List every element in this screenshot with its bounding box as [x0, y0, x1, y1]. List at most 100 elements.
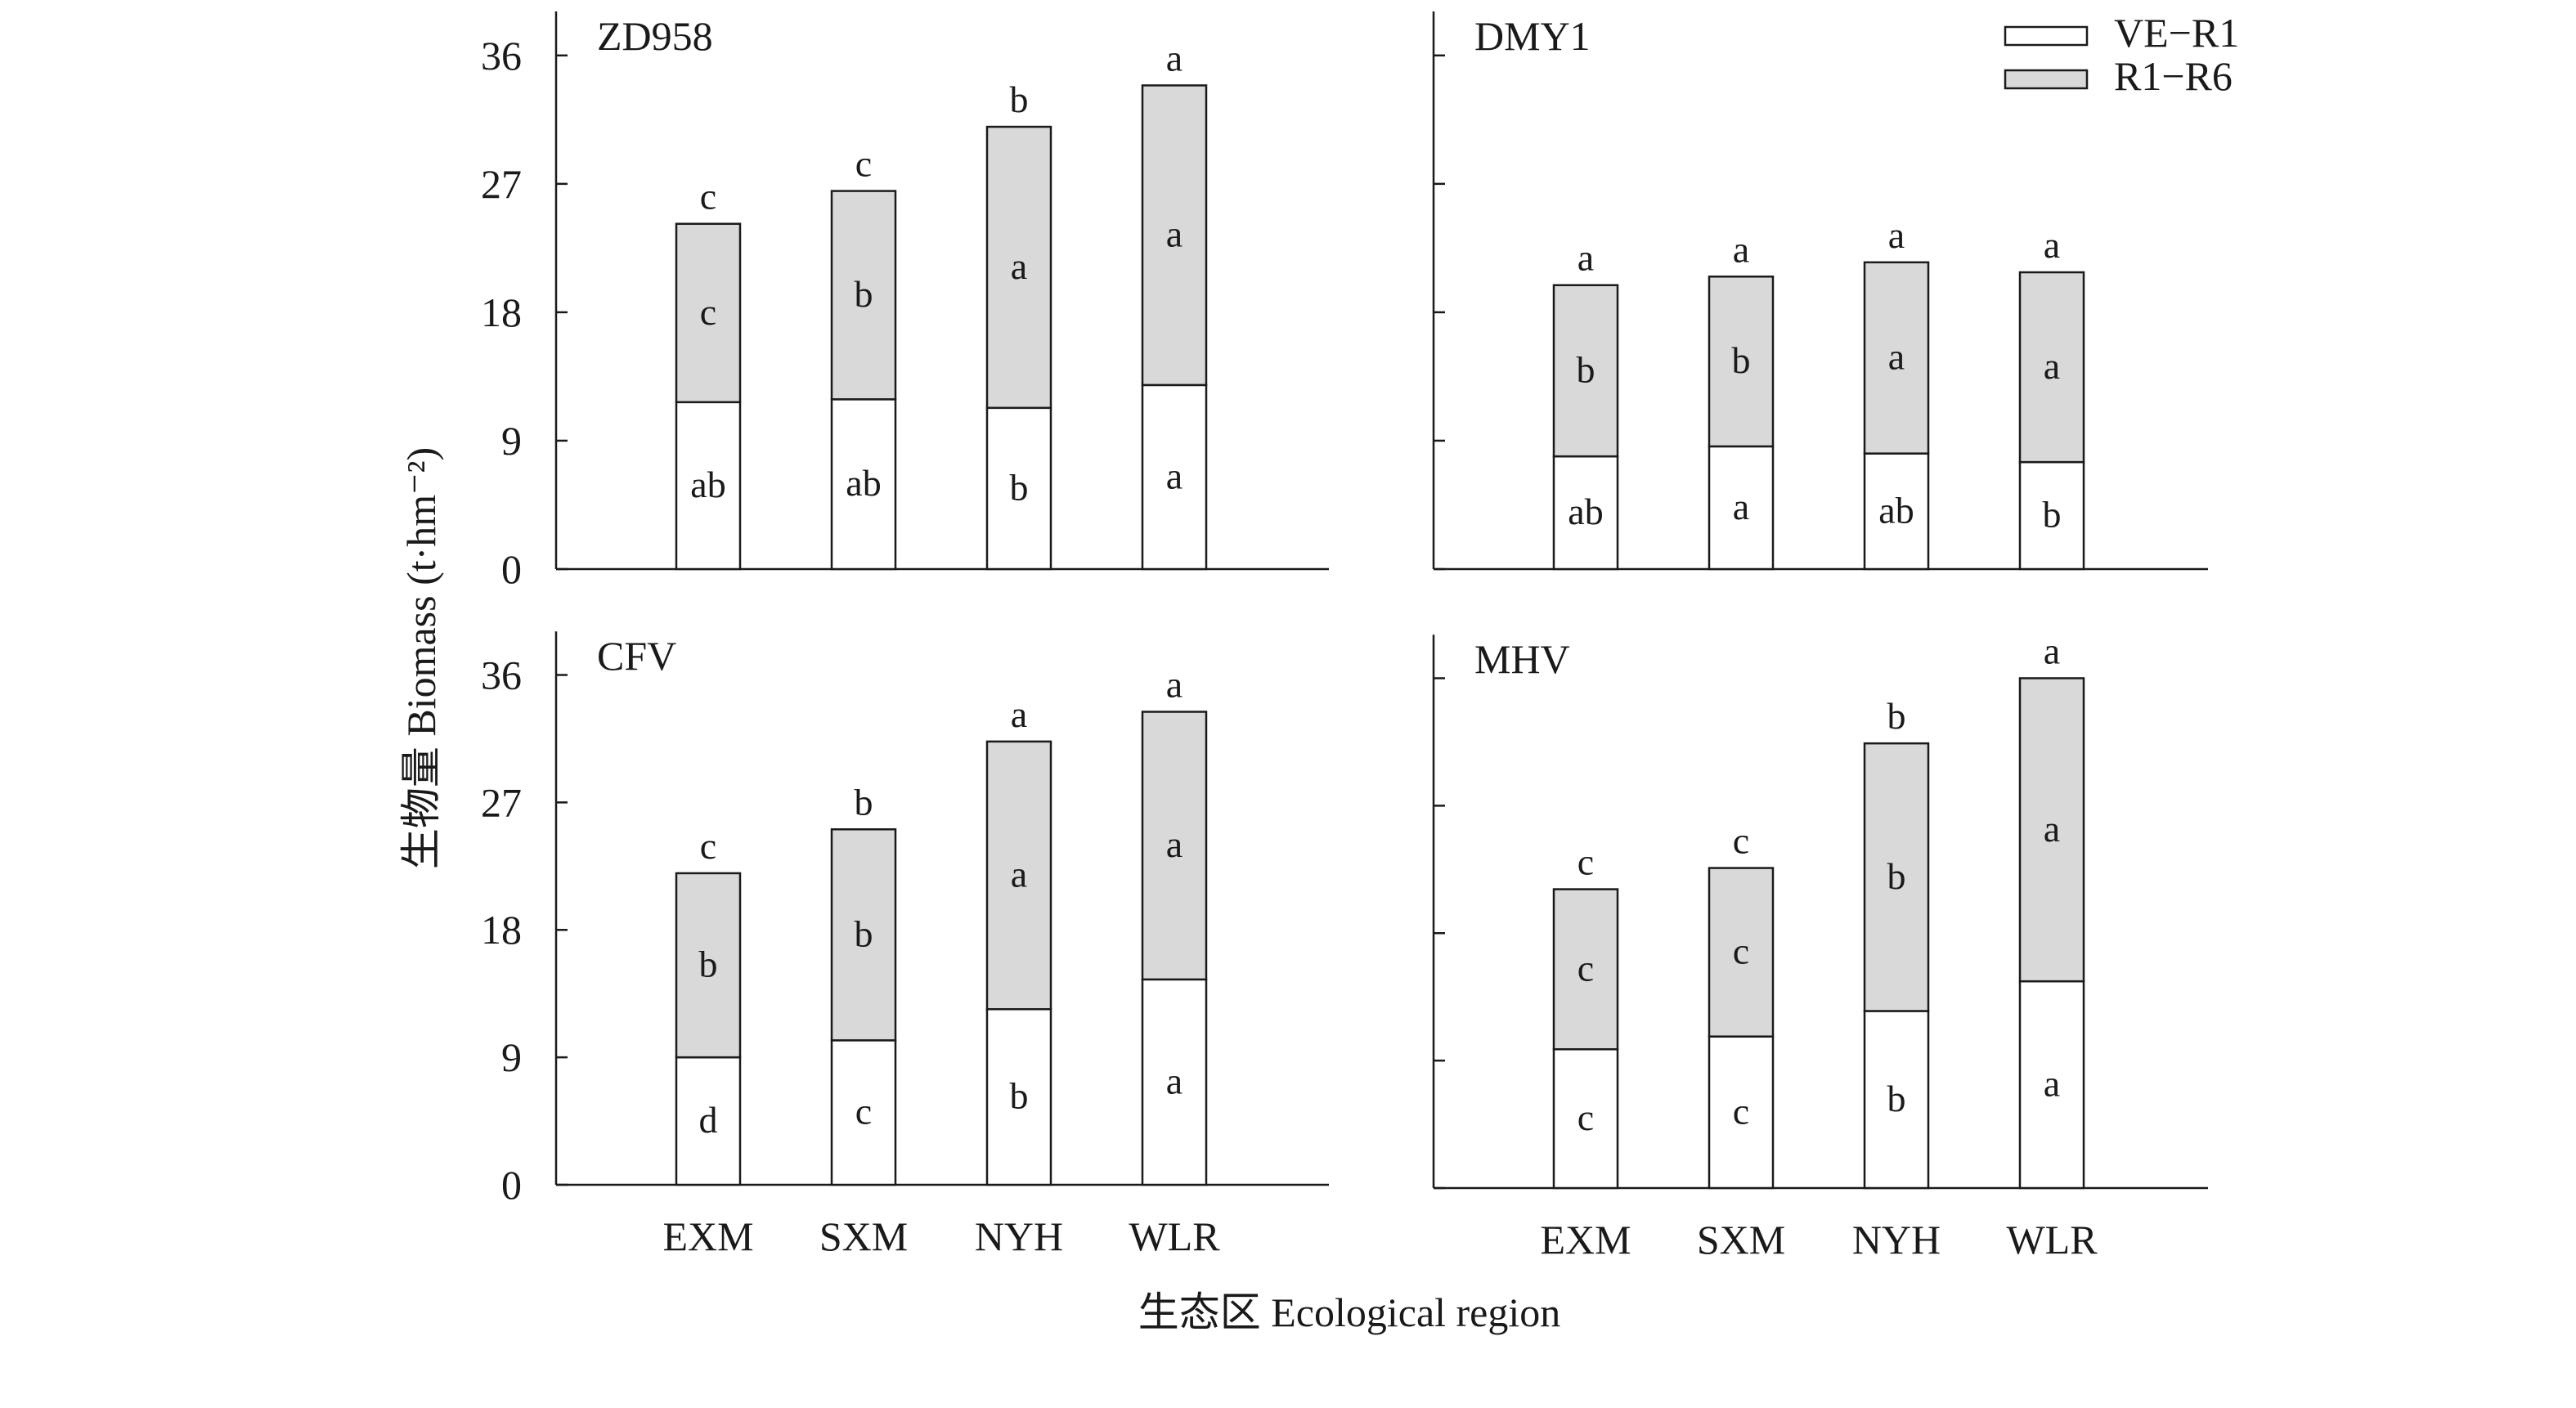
- bar-stack-exm: ab b a: [1552, 237, 1619, 571]
- panel-title: DMY1: [1474, 13, 1591, 59]
- bar-segment-ve-r1: [1552, 455, 1619, 571]
- x-category-label: WLR: [2006, 1217, 2098, 1262]
- total-significance-label: a: [2044, 224, 2060, 266]
- panel-mhv: MHV c c c EXM c c c SXM b b b NYH a a a WLR: [1432, 630, 2208, 1262]
- y-tick-label: 0: [501, 1162, 522, 1208]
- bar-segment-ve-r1: [1863, 452, 1930, 571]
- ve-r1-significance-label: b: [1010, 1075, 1029, 1117]
- ve-r1-significance-label: a: [1166, 1060, 1183, 1101]
- ve-r1-significance-label: ab: [1568, 491, 1603, 532]
- total-significance-label: a: [1166, 664, 1183, 706]
- x-category-label: EXM: [1540, 1217, 1631, 1262]
- total-significance-label: a: [1733, 228, 1749, 270]
- ve-r1-significance-label: d: [699, 1099, 718, 1141]
- legend-item-r1-r6: R1−R6: [2004, 53, 2233, 99]
- bar-segment-ve-r1: [1552, 1048, 1619, 1190]
- r1-r6-significance-label: a: [1166, 823, 1183, 865]
- ve-r1-significance-label: c: [1577, 1096, 1594, 1138]
- legend-label: VE−R1: [2114, 10, 2239, 56]
- bar-stack-exm: d b c: [675, 825, 742, 1186]
- bar-segment-ve-r1: [985, 406, 1052, 571]
- r1-r6-significance-label: b: [1887, 855, 1906, 897]
- bar-stack-wlr: a a a: [1141, 664, 1208, 1186]
- total-significance-label: b: [1010, 78, 1029, 120]
- ve-r1-significance-label: ab: [1878, 489, 1914, 531]
- legend-swatch: [2004, 69, 2089, 90]
- y-axis-title: 生物量 Biomass (t·hm⁻²): [398, 447, 444, 869]
- bar-segment-r1-r6: [675, 872, 742, 1059]
- total-significance-label: c: [700, 176, 716, 217]
- bar-segment-ve-r1: [675, 401, 742, 571]
- total-significance-label: c: [700, 825, 716, 867]
- bar-segment-r1-r6: [985, 740, 1052, 1011]
- bar-stack-wlr: b a a: [2018, 224, 2085, 571]
- bar-stack-nyh: b a b: [985, 78, 1052, 571]
- ve-r1-significance-label: c: [1733, 1090, 1749, 1132]
- bar-segment-ve-r1: [1141, 383, 1208, 571]
- bar-segment-r1-r6: [1141, 84, 1208, 387]
- ve-r1-significance-label: b: [1010, 466, 1029, 508]
- bar-stack-nyh: b a a: [985, 693, 1052, 1186]
- r1-r6-significance-label: a: [1011, 245, 1027, 287]
- bar-segment-r1-r6: [1141, 711, 1208, 981]
- r1-r6-significance-label: a: [1011, 854, 1027, 895]
- panel-title: CFV: [597, 633, 676, 679]
- r1-r6-significance-label: a: [2044, 345, 2060, 387]
- ve-r1-significance-label: a: [1166, 455, 1183, 496]
- bar-segment-ve-r1: [830, 398, 897, 571]
- r1-r6-significance-label: a: [1166, 213, 1183, 255]
- panel-cfv: 0 9 18 27 36 CFV d b c EXM c b b SXM b a a NYH a a a WLR: [481, 631, 1329, 1259]
- bar-segment-r1-r6: [1708, 276, 1775, 448]
- r1-r6-significance-label: b: [855, 913, 873, 954]
- panel-title: MHV: [1474, 636, 1570, 682]
- y-tick-label: 0: [501, 546, 522, 592]
- bar-segment-r1-r6: [2018, 677, 2085, 983]
- bar-segment-ve-r1: [985, 1007, 1052, 1186]
- x-category-label: EXM: [662, 1213, 753, 1259]
- y-tick-label: 36: [481, 33, 522, 78]
- total-significance-label: a: [1011, 693, 1027, 735]
- bar-stack-wlr: a a a: [2018, 630, 2085, 1190]
- x-category-label: NYH: [975, 1213, 1063, 1259]
- total-significance-label: a: [1577, 237, 1594, 279]
- x-axis-title: 生态区 Ecological region: [1138, 1289, 1561, 1335]
- bar-segment-r1-r6: [830, 828, 897, 1042]
- y-tick-label: 18: [481, 907, 522, 953]
- ve-r1-significance-label: c: [855, 1091, 872, 1132]
- bar-segment-ve-r1: [675, 1056, 742, 1186]
- bar-segment-r1-r6: [1552, 888, 1619, 1051]
- total-significance-label: b: [855, 781, 873, 823]
- bar-segment-r1-r6: [985, 125, 1052, 410]
- bar-segment-ve-r1: [2018, 460, 2085, 571]
- x-category-label: SXM: [1697, 1217, 1785, 1262]
- bar-segment-ve-r1: [1141, 978, 1208, 1186]
- ve-r1-significance-label: a: [1733, 486, 1749, 527]
- bar-stack-exm: ab c c: [675, 176, 742, 571]
- total-significance-label: a: [1166, 37, 1183, 78]
- y-tick-label: 18: [481, 289, 522, 335]
- r1-r6-significance-label: b: [1577, 348, 1595, 390]
- r1-r6-significance-label: c: [700, 291, 716, 333]
- bar-stack-exm: c c c: [1552, 841, 1619, 1190]
- r1-r6-significance-label: b: [1732, 339, 1751, 381]
- total-significance-label: c: [1577, 841, 1594, 883]
- y-tick-label: 27: [481, 161, 522, 207]
- bar-segment-r1-r6: [1708, 867, 1775, 1038]
- x-category-label: WLR: [1129, 1213, 1220, 1259]
- bar-stack-sxm: c c c: [1708, 820, 1775, 1190]
- y-tick-label: 36: [481, 652, 522, 697]
- bar-stack-sxm: c b b: [830, 781, 897, 1186]
- bar-segment-r1-r6: [675, 222, 742, 404]
- ve-r1-significance-label: ab: [846, 462, 881, 504]
- total-significance-label: c: [1733, 820, 1749, 862]
- ve-r1-significance-label: b: [1887, 1078, 1906, 1119]
- y-tick-label: 9: [501, 1034, 522, 1080]
- ve-r1-significance-label: b: [2043, 494, 2062, 536]
- bar-segment-r1-r6: [1863, 261, 1930, 455]
- bar-segment-ve-r1: [1863, 1010, 1930, 1190]
